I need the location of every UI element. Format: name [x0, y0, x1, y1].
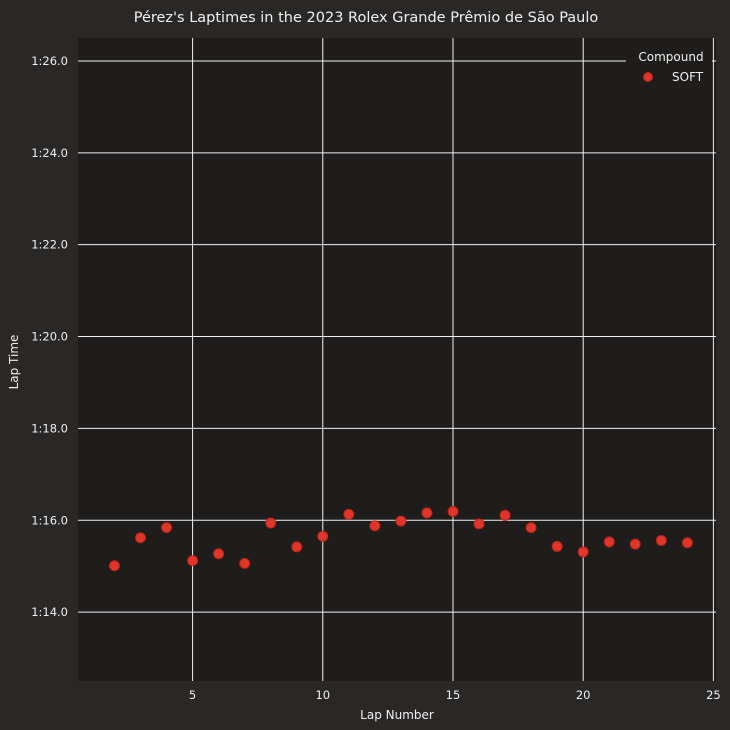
x-tick-label: 15 — [446, 688, 461, 702]
legend: Compound SOFT — [626, 44, 712, 88]
y-tick-label: 1:16.0 — [31, 513, 68, 527]
data-point — [629, 538, 641, 550]
data-point — [681, 537, 693, 549]
data-point — [134, 532, 146, 544]
legend-box — [626, 44, 712, 88]
y-tick-label: 1:24.0 — [31, 146, 68, 160]
chart-title: Pérez's Laptimes in the 2023 Rolex Grand… — [134, 10, 599, 26]
data-points — [108, 506, 693, 572]
x-tick-label: 10 — [315, 688, 330, 702]
legend-marker-soft — [643, 72, 653, 82]
data-point — [161, 522, 173, 534]
tick-labels: 5 10 15 20 25 1:14.0 1:16.0 1:18.0 1:20.0 1:22.0 1… — [31, 54, 721, 702]
data-point — [421, 507, 433, 519]
x-tick-label: 5 — [189, 688, 196, 702]
y-tick-label: 1:14.0 — [31, 605, 68, 619]
y-tick-label: 1:22.0 — [31, 238, 68, 252]
data-point — [395, 515, 407, 527]
data-point — [655, 534, 667, 546]
data-point — [499, 509, 511, 521]
data-point — [603, 536, 615, 548]
data-point — [473, 518, 485, 530]
legend-title: Compound — [638, 50, 703, 64]
data-point — [317, 530, 329, 542]
data-point — [369, 520, 381, 532]
data-point — [213, 548, 225, 560]
legend-label-soft: SOFT — [672, 70, 704, 84]
data-point — [577, 546, 589, 558]
x-tick-label: 25 — [706, 688, 721, 702]
grid-layer — [78, 38, 716, 681]
y-axis-label: Lap Time — [7, 335, 21, 390]
data-point — [447, 506, 459, 518]
data-point — [108, 560, 120, 572]
y-tick-label: 1:18.0 — [31, 421, 68, 435]
data-point — [187, 555, 199, 567]
data-point — [291, 541, 303, 553]
data-point — [265, 517, 277, 529]
data-point — [525, 522, 537, 534]
y-tick-label: 1:20.0 — [31, 330, 68, 344]
x-axis-label: Lap Number — [360, 708, 434, 722]
data-point — [343, 508, 355, 520]
plot-area — [78, 38, 716, 681]
data-point — [239, 557, 251, 569]
y-tick-label: 1:26.0 — [31, 54, 68, 68]
x-tick-label: 20 — [576, 688, 591, 702]
data-point — [551, 540, 563, 552]
